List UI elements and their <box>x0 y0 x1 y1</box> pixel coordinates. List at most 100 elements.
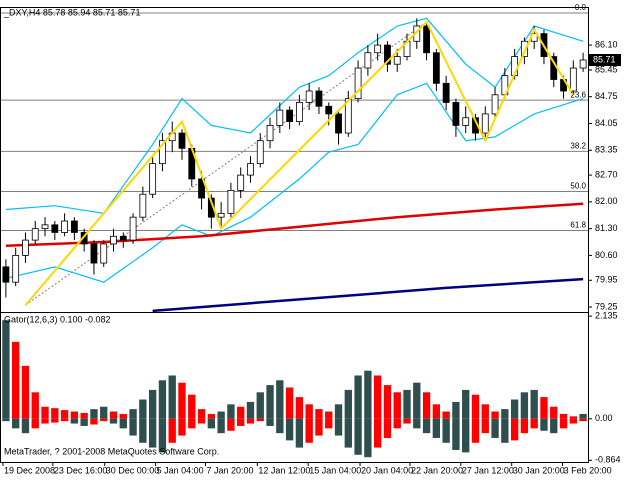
gator-bar <box>168 418 176 443</box>
y-tick-label: 80.60 <box>595 250 618 260</box>
x-tick-label: 15 Jan 04:00 <box>309 465 361 475</box>
price-title: _DXY,H4 85.78 85.94 85.71 85.71 <box>3 7 140 17</box>
gator-bar <box>70 411 79 419</box>
candle-body <box>217 212 225 218</box>
candle-body <box>481 113 489 134</box>
candle-body <box>256 140 264 165</box>
candle-body <box>491 94 499 115</box>
candle-body <box>227 189 235 214</box>
candle-body <box>462 117 470 126</box>
gator-bar <box>364 370 372 419</box>
gator-bar <box>158 380 167 419</box>
candle-body <box>325 105 333 115</box>
gator-bar <box>31 392 39 419</box>
candle-body <box>384 44 391 65</box>
candle-body <box>315 90 323 107</box>
y-tick-label: 0.00 <box>595 413 613 423</box>
gator-bar <box>188 418 196 429</box>
gator-bar <box>285 418 294 441</box>
y-tick-label: 81.30 <box>595 223 618 233</box>
gator-bar <box>452 401 460 419</box>
gator-bar <box>442 411 450 419</box>
candle-body <box>110 235 117 245</box>
gator-bar <box>21 365 30 419</box>
gator-bar <box>246 401 255 419</box>
gator-bar <box>530 418 538 429</box>
x-tick-label: 20 Jan 04:00 <box>361 465 413 475</box>
x-tick-label: 22 Jan 20:00 <box>411 465 463 475</box>
gator-bar <box>119 413 127 419</box>
gator-bar <box>540 397 548 419</box>
y-tick-label: 79.95 <box>595 275 618 285</box>
gator-bar <box>325 411 333 419</box>
gator-bar <box>354 418 362 455</box>
candle-body <box>237 174 245 191</box>
gator-bar <box>256 418 264 422</box>
gator-bar <box>373 418 382 448</box>
fib-label: 50.0 <box>570 182 586 191</box>
gator-bar <box>41 418 49 424</box>
gator-bar <box>540 418 548 431</box>
fib-label: 38.2 <box>570 142 586 151</box>
gator-bar <box>559 413 568 419</box>
gator-bar <box>256 392 264 419</box>
y-tick-label: 2.135 <box>595 310 618 320</box>
candle-body <box>423 25 430 54</box>
gator-bar <box>364 418 372 458</box>
indicator-line <box>5 17 584 214</box>
candle-body <box>100 243 108 264</box>
gator-bar <box>266 418 274 426</box>
gator-bar <box>501 418 509 443</box>
candle-body <box>70 220 78 233</box>
x-tick-label: 27 Jan 12:00 <box>462 465 514 475</box>
gator-bar <box>70 418 79 424</box>
gator-bar <box>51 418 59 423</box>
gator-bar <box>2 418 10 422</box>
gator-bar <box>227 404 235 419</box>
zigzag <box>24 20 575 306</box>
gator-bar <box>334 418 343 436</box>
background-layer <box>1 12 592 466</box>
gator-bar <box>148 389 157 419</box>
gator-bar <box>413 382 421 419</box>
gator-bar <box>217 411 225 419</box>
gator-bar <box>315 418 323 436</box>
gator-bar <box>354 375 362 419</box>
gator-bar <box>109 411 118 419</box>
fib-label: 23.6 <box>570 90 586 99</box>
gator-bar <box>569 416 577 419</box>
candle-body <box>286 109 294 122</box>
gator-bar <box>227 418 235 431</box>
gator-bar <box>334 404 343 419</box>
gator-bar <box>550 418 558 434</box>
gator-bar <box>422 392 431 419</box>
gator-bar <box>579 413 587 419</box>
gator-bar <box>12 418 20 429</box>
candle-body <box>198 178 205 199</box>
gator-bar <box>237 406 245 419</box>
gator-bar <box>559 418 568 429</box>
gator-bar <box>41 406 49 419</box>
gator-bar <box>452 418 460 450</box>
gator-bar <box>383 418 392 438</box>
candle-body <box>129 216 137 241</box>
candle-body <box>149 163 157 195</box>
gator-bar <box>12 341 20 419</box>
candle-body <box>41 224 49 230</box>
marks-layer <box>2 17 621 458</box>
copyright: MetaTrader, ? 2001-2008 MetaQuotes Softw… <box>4 446 219 456</box>
x-tick-label: 3 Feb 20:00 <box>564 465 612 475</box>
candle-body <box>295 102 303 122</box>
gator-bar <box>481 418 489 434</box>
candle-body <box>90 243 98 264</box>
gator-bar <box>373 375 382 419</box>
gator-bar <box>462 389 470 419</box>
gator-bar <box>393 392 401 419</box>
gator-bar <box>471 418 480 443</box>
gator-bar <box>285 387 294 419</box>
candle-body <box>12 255 20 283</box>
y-tick-label: 84.05 <box>595 118 618 128</box>
gator-bar <box>530 389 538 419</box>
gator-bar <box>295 397 304 419</box>
candle-body <box>22 239 29 256</box>
